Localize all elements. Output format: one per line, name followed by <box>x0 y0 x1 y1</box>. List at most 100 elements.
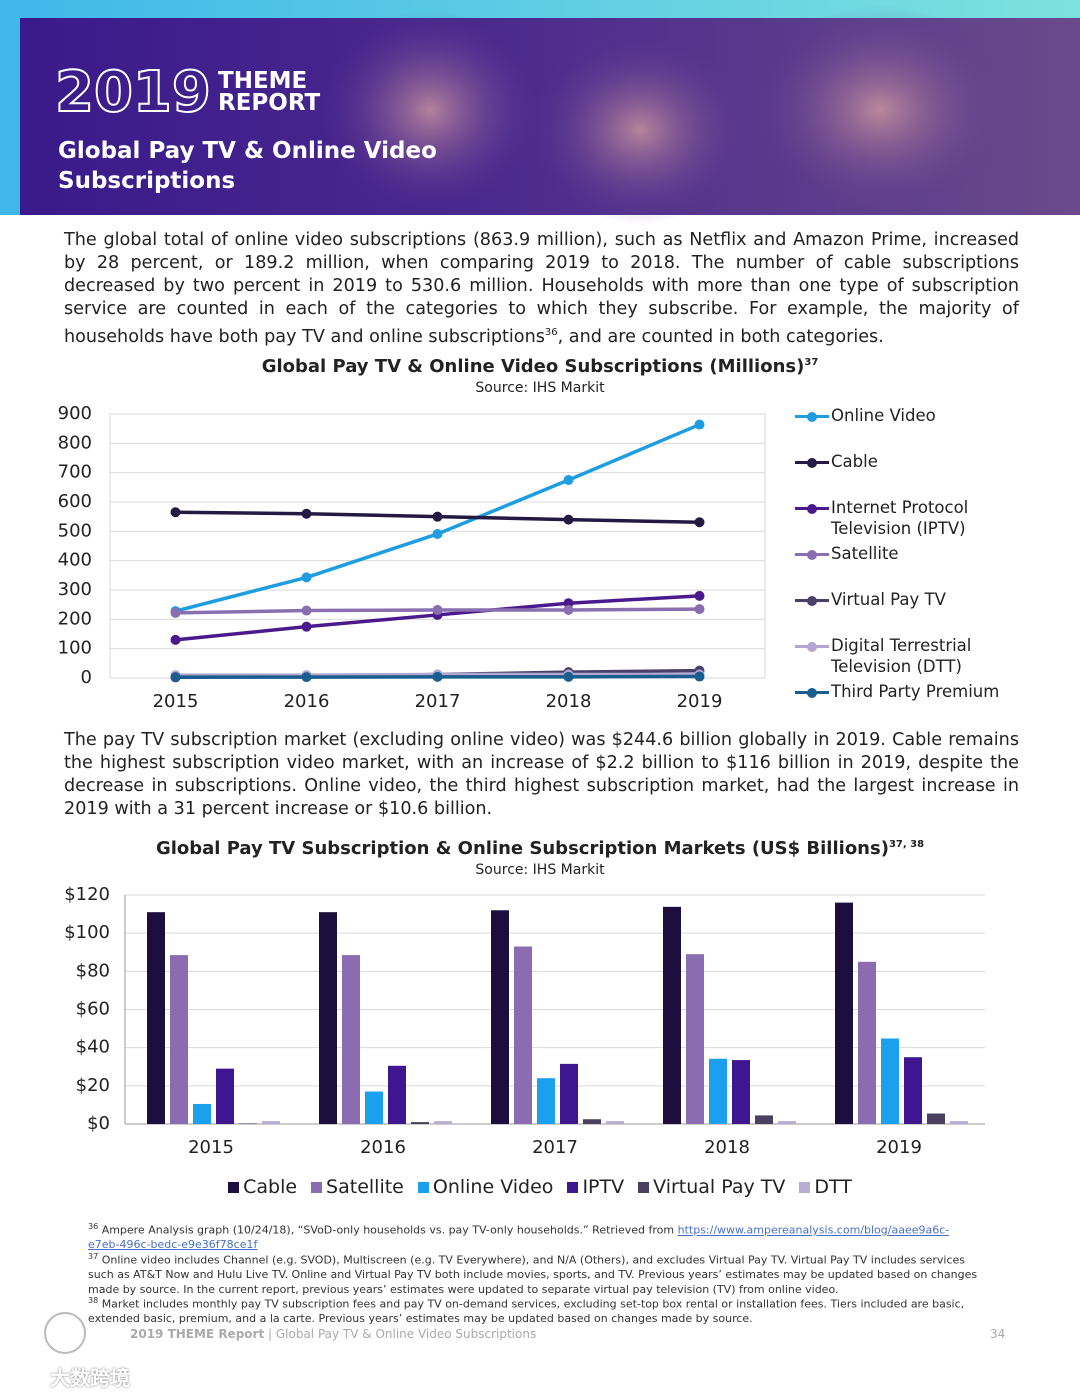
logo-year: 2019 <box>55 60 211 125</box>
legend-label: Online Video <box>831 406 936 425</box>
data-point <box>301 605 312 616</box>
y-tick-label: $100 <box>64 922 110 943</box>
bar <box>434 1121 452 1124</box>
bar <box>193 1103 211 1124</box>
legend-label: Cable <box>243 1176 298 1198</box>
bar <box>709 1058 727 1124</box>
bar <box>835 902 853 1124</box>
footnote: 37 Online video includes Channel (e.g. S… <box>88 1250 978 1297</box>
bar <box>950 1121 968 1124</box>
legend-dot <box>807 411 817 422</box>
data-point <box>301 508 312 519</box>
data-point <box>170 634 181 645</box>
data-point <box>170 507 181 518</box>
data-point <box>432 528 443 539</box>
legend-label: IPTV <box>582 1176 625 1198</box>
bar <box>411 1122 429 1124</box>
x-tick-label: 2015 <box>188 1137 234 1158</box>
legend-label: Digital Terrestrial Television (DTT) <box>831 636 972 676</box>
y-tick-label: $120 <box>64 884 110 905</box>
y-tick-label: 700 <box>58 462 92 483</box>
footnote-text: Ampere Analysis graph (10/24/18), “SVoD-… <box>101 1223 678 1237</box>
legend-entry: Third Party Premium <box>795 681 1006 702</box>
legend-label: Satellite <box>326 1176 404 1198</box>
y-tick-label: $40 <box>76 1037 110 1058</box>
legend-entry: Virtual Pay TV <box>795 589 1006 610</box>
x-tick-label: 2016 <box>284 691 330 712</box>
paragraph-text: , and are counted in both categories. <box>557 326 884 347</box>
legend-entry: Cable <box>795 451 1006 472</box>
bar <box>858 961 876 1124</box>
data-point <box>170 672 181 683</box>
legend-swatch <box>799 1181 811 1193</box>
data-point <box>563 671 574 682</box>
data-point <box>694 671 705 682</box>
y-tick-label: $80 <box>76 960 110 981</box>
data-point <box>301 672 312 683</box>
legend-entry: DTT <box>799 1176 852 1198</box>
y-tick-label: 200 <box>58 608 92 629</box>
note-ref: 36 <box>544 327 558 338</box>
bar <box>755 1115 773 1124</box>
legend-dot <box>807 549 817 560</box>
legend-swatch <box>795 641 829 652</box>
data-point <box>170 607 181 618</box>
bar <box>732 1060 750 1124</box>
footnote-text: Online video includes Channel (e.g. SVOD… <box>88 1253 978 1296</box>
x-tick-label: 2019 <box>876 1137 922 1158</box>
bar <box>560 1063 578 1124</box>
legend-label: Internet Protocol Television (IPTV) <box>831 498 969 538</box>
bar <box>216 1068 234 1124</box>
footer: 2019 THEME Report | Global Pay TV & Onli… <box>130 1327 537 1341</box>
legend-swatch <box>795 549 829 560</box>
y-tick-label: 400 <box>58 550 92 571</box>
y-tick-label: 0 <box>81 667 92 688</box>
legend-entry: Cable <box>228 1176 297 1198</box>
legend-swatch <box>795 687 829 698</box>
legend-swatch <box>638 1181 650 1193</box>
bar <box>388 1065 406 1124</box>
footnote: 38 Market includes monthly pay TV subscr… <box>88 1294 978 1327</box>
legend-label: Online Video <box>432 1176 554 1198</box>
legend: Cable Satellite Online Video IPTV Virtual Pa… <box>0 1176 1080 1198</box>
bar <box>239 1123 257 1124</box>
data-point <box>301 621 312 632</box>
y-tick-label: 900 <box>58 403 92 424</box>
footnote-number: 38 <box>88 1296 99 1305</box>
bar <box>537 1078 555 1124</box>
legend-swatch <box>311 1181 323 1193</box>
note-ref: 37, 38 <box>888 839 925 850</box>
page-number: 34 <box>990 1327 1006 1341</box>
y-tick-label: 600 <box>58 491 92 512</box>
bar <box>491 910 509 1124</box>
side-strip <box>0 0 20 215</box>
legend-entry: Satellite <box>795 543 1006 564</box>
y-tick-label: 300 <box>58 579 92 600</box>
bar <box>881 1038 899 1124</box>
legend-dot <box>807 641 817 652</box>
legend-label: Third Party Premium <box>831 682 1000 701</box>
bar <box>147 912 165 1124</box>
x-tick-label: 2018 <box>704 1137 750 1158</box>
footnote-link[interactable]: https://www.ampereanalysis.com/blog/aaee… <box>88 1223 950 1252</box>
x-tick-label: 2015 <box>153 691 199 712</box>
top-strip <box>0 0 1080 18</box>
plot-frame <box>109 413 766 679</box>
bar <box>342 955 360 1124</box>
footer-report: 2019 THEME Report <box>130 1327 265 1341</box>
chart-title-text: Global Pay TV & Online Video Subscriptio… <box>261 356 805 377</box>
bar <box>904 1057 922 1124</box>
bar <box>606 1121 624 1124</box>
legend-label: Virtual Pay TV <box>653 1176 786 1198</box>
logo-word: THEME REPORT <box>218 68 321 116</box>
data-point <box>432 604 443 615</box>
bar <box>927 1113 945 1124</box>
y-tick-label: 500 <box>58 520 92 541</box>
legend-entry: Virtual Pay TV <box>638 1176 785 1198</box>
legend-dot <box>807 457 817 468</box>
x-tick-label: 2018 <box>546 691 592 712</box>
legend-label: Satellite <box>831 544 899 563</box>
legend-swatch <box>417 1181 429 1193</box>
